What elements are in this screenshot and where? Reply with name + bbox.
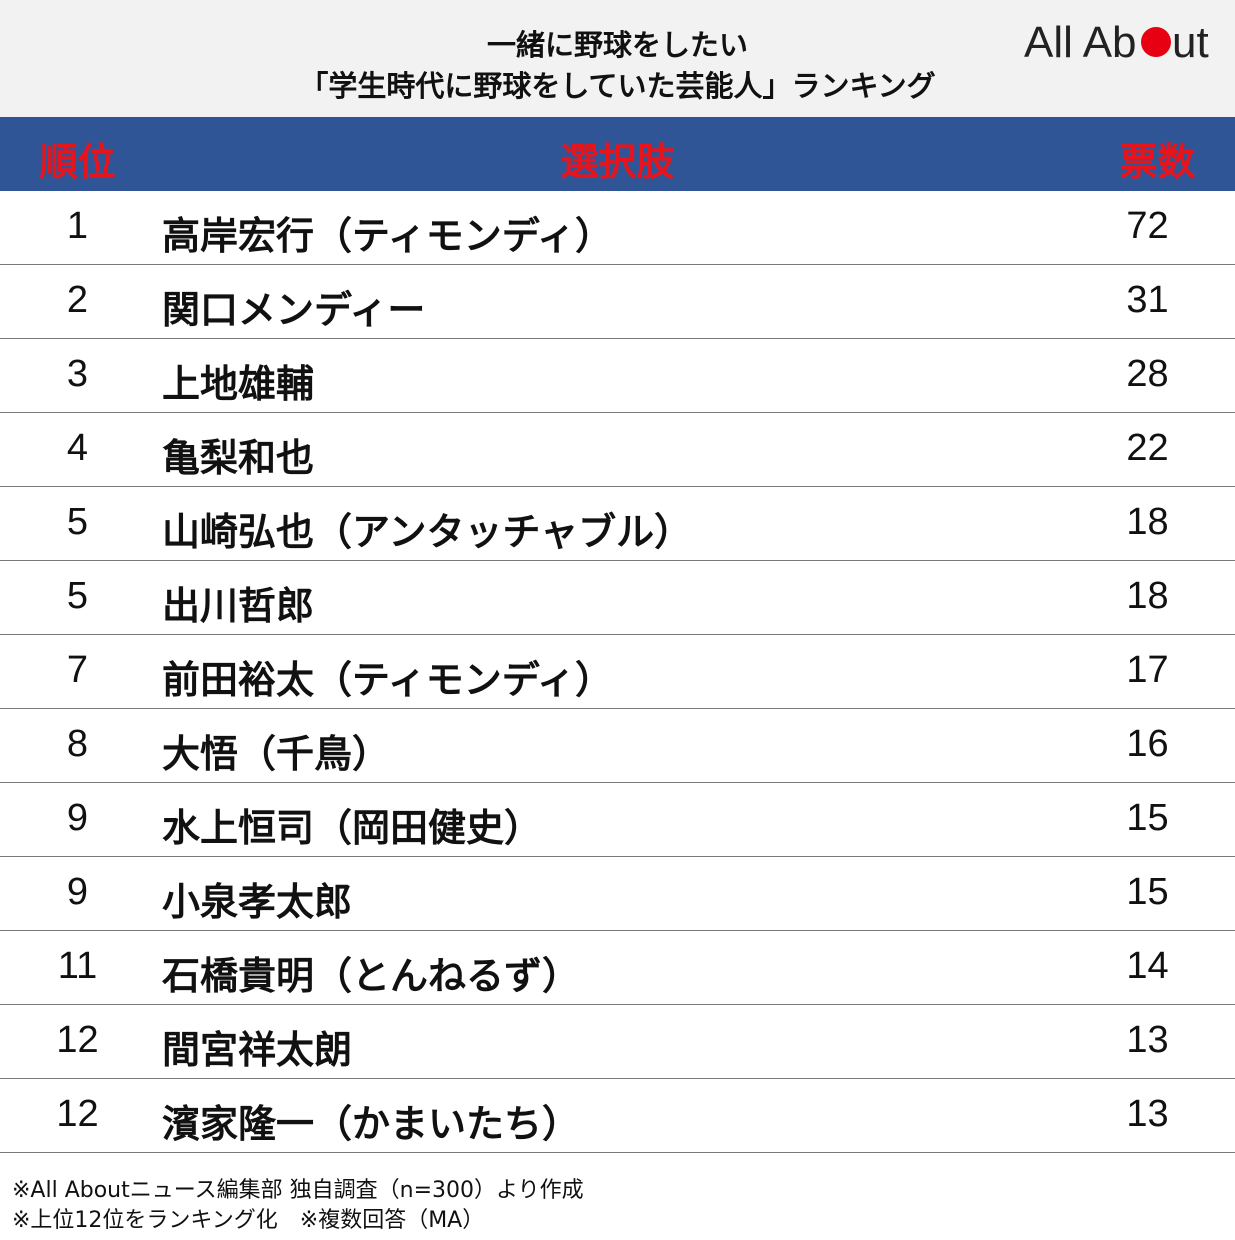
allabout-logo: All Ab ut: [1024, 18, 1209, 67]
rank-cell: 8: [66, 723, 89, 765]
name-cell: 山崎弘也（アンタッチャブル）: [162, 510, 693, 554]
name-cell: 亀梨和也: [162, 436, 315, 480]
name-cell: 濱家隆一（かまいたち）: [162, 1102, 581, 1146]
table-header: 順位 選択肢 票数: [0, 117, 1235, 191]
footnotes: ※All Aboutニュース編集部 独自調査（n=300）より作成 ※上位12位…: [12, 1176, 584, 1236]
chart-title-line1: 一緒に野球をしたい: [486, 28, 748, 62]
table-row: 8 大悟（千鳥） 16: [0, 709, 1235, 783]
name-cell: 高岸宏行（ティモンディ）: [162, 214, 614, 258]
rank-cell: 11: [57, 945, 98, 987]
table-row: 3 上地雄輔 28: [0, 339, 1235, 413]
table-row: 11 石橋貴明（とんねるず） 14: [0, 931, 1235, 1005]
rank-cell: 2: [66, 279, 89, 321]
chart-title-line2: 「学生時代に野球をしていた芸能人」ランキング: [299, 69, 936, 103]
rank-cell: 5: [66, 575, 89, 617]
rank-cell: 12: [56, 1019, 99, 1061]
table-row: 1 高岸宏行（ティモンディ） 72: [0, 191, 1235, 265]
name-cell: 水上恒司（岡田健史）: [162, 806, 543, 850]
table-row: 12 間宮祥太朗 13: [0, 1005, 1235, 1079]
logo-dot: [1141, 27, 1171, 57]
rank-cell: 12: [56, 1093, 99, 1135]
votes-cell: 22: [1126, 427, 1169, 469]
column-header-votes: 票数: [1119, 140, 1196, 184]
rank-cell: 4: [66, 427, 89, 469]
name-cell: 上地雄輔: [162, 362, 315, 406]
table-row: 9 小泉孝太郎 15: [0, 857, 1235, 931]
rank-cell: 3: [66, 353, 89, 395]
rank-cell: 9: [66, 871, 89, 913]
rank-cell: 5: [66, 501, 89, 543]
votes-cell: 16: [1126, 723, 1169, 765]
votes-cell: 15: [1126, 871, 1169, 913]
votes-cell: 15: [1126, 797, 1169, 839]
table-row: 9 水上恒司（岡田健史） 15: [0, 783, 1235, 857]
name-cell: 出川哲郎: [162, 584, 315, 628]
name-cell: 小泉孝太郎: [162, 880, 353, 924]
table-row: 2 関口メンディー 31: [0, 265, 1235, 339]
name-cell: 石橋貴明（とんねるず）: [162, 954, 581, 998]
logo-text-left: All Ab: [1024, 18, 1137, 67]
votes-cell: 18: [1126, 501, 1169, 543]
table-row: 7 前田裕太（ティモンディ） 17: [0, 635, 1235, 709]
column-header-choice: 選択肢: [560, 140, 675, 184]
footnote-survey: ※All Aboutニュース編集部 独自調査（n=300）より作成: [12, 1178, 584, 1203]
name-cell: 間宮祥太朗: [162, 1028, 353, 1072]
rank-cell: 7: [66, 649, 89, 691]
votes-cell: 17: [1126, 649, 1169, 691]
votes-cell: 31: [1126, 279, 1169, 321]
votes-cell: 14: [1126, 945, 1169, 987]
rank-cell: 9: [66, 797, 89, 839]
votes-cell: 13: [1126, 1093, 1169, 1135]
name-cell: 前田裕太（ティモンディ）: [162, 658, 614, 702]
votes-cell: 28: [1126, 353, 1169, 395]
column-header-rank: 順位: [39, 140, 116, 184]
logo-text-right: ut: [1172, 18, 1209, 67]
table-row: 12 濱家隆一（かまいたち） 13: [0, 1079, 1235, 1153]
name-cell: 関口メンディー: [162, 288, 426, 332]
ranking-table: 1 高岸宏行（ティモンディ） 72 2 関口メンディー 31 3 上地雄輔 28 4 亀梨和也 22 5…: [0, 191, 1235, 1153]
table-row: 5 山崎弘也（アンタッチャブル） 18: [0, 487, 1235, 561]
table-row: 5 出川哲郎 18: [0, 561, 1235, 635]
votes-cell: 18: [1126, 575, 1169, 617]
title-header: 一緒に野球をしたい 「学生時代に野球をしていた芸能人」ランキング All Ab …: [0, 0, 1235, 117]
rank-cell: 1: [66, 205, 89, 247]
votes-cell: 13: [1126, 1019, 1169, 1061]
votes-cell: 72: [1126, 205, 1169, 247]
table-row: 4 亀梨和也 22: [0, 413, 1235, 487]
name-cell: 大悟（千鳥）: [162, 732, 391, 776]
footnote-method: ※上位12位をランキング化 ※複数回答（MA）: [12, 1208, 485, 1233]
